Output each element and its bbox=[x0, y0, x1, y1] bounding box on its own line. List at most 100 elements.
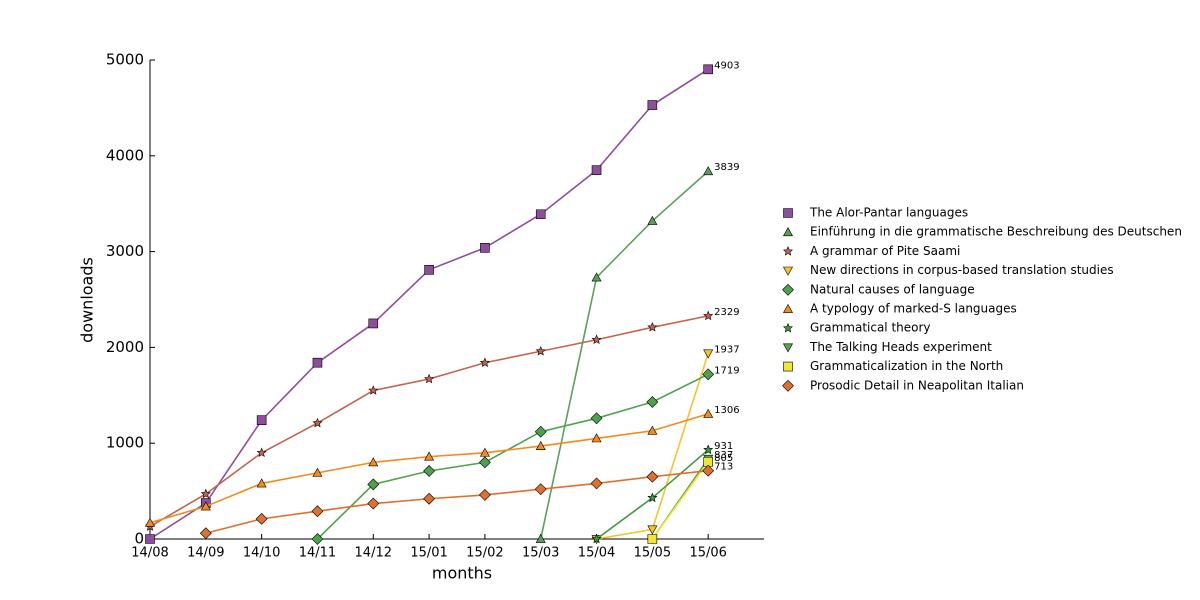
value-label: 1306 bbox=[714, 405, 739, 416]
marker bbox=[534, 483, 547, 496]
x-tick-label: 14/12 bbox=[355, 546, 392, 561]
marker bbox=[646, 396, 659, 408]
marker bbox=[703, 166, 714, 176]
marker bbox=[312, 467, 323, 477]
marker bbox=[256, 415, 267, 426]
marker bbox=[647, 215, 658, 225]
value-label: 713 bbox=[714, 462, 733, 473]
marker bbox=[312, 357, 323, 368]
marker bbox=[647, 525, 658, 535]
y-axis-label: downloads bbox=[78, 257, 97, 343]
value-label: 1937 bbox=[714, 344, 739, 355]
marker bbox=[311, 505, 324, 518]
marker bbox=[591, 334, 602, 345]
x-tick-label: 15/01 bbox=[410, 546, 447, 561]
marker bbox=[702, 464, 715, 477]
marker bbox=[535, 533, 546, 543]
marker bbox=[703, 349, 714, 359]
value-label: 837 bbox=[714, 450, 733, 461]
value-label: 1719 bbox=[714, 365, 739, 376]
marker bbox=[424, 451, 435, 461]
legend-marker bbox=[782, 343, 794, 353]
marker bbox=[535, 440, 546, 450]
legend-label: The Alor-Pantar languages bbox=[809, 206, 968, 220]
series-line bbox=[539, 170, 709, 540]
x-tick-label: 14/08 bbox=[131, 546, 168, 561]
x-axis-label: months bbox=[432, 564, 492, 583]
marker bbox=[479, 447, 490, 457]
marker bbox=[590, 477, 603, 490]
marker bbox=[590, 412, 603, 425]
legend-marker bbox=[782, 322, 794, 333]
marker bbox=[534, 425, 547, 438]
marker bbox=[647, 492, 658, 503]
legend-label: New directions in corpus-based translati… bbox=[810, 263, 1114, 277]
x-tick-label: 14/09 bbox=[187, 546, 224, 561]
x-tick-label: 15/05 bbox=[634, 546, 671, 561]
legend-marker bbox=[782, 246, 794, 256]
x-tick-label: 15/06 bbox=[689, 546, 726, 561]
value-label: 4903 bbox=[714, 60, 739, 71]
legend-marker bbox=[783, 208, 793, 218]
legend-marker bbox=[782, 227, 794, 237]
legend-label: Grammatical theory bbox=[810, 321, 931, 335]
value-label: 2329 bbox=[714, 307, 739, 318]
legend-label: A grammar of Pite Saami bbox=[810, 244, 960, 258]
marker bbox=[535, 345, 546, 356]
marker bbox=[535, 209, 546, 220]
x-tick-label: 15/02 bbox=[466, 546, 503, 561]
legend-marker bbox=[782, 379, 794, 392]
y-tick-label: 3000 bbox=[106, 242, 144, 260]
legend-label: Natural causes of language bbox=[810, 282, 975, 296]
marker bbox=[145, 534, 155, 544]
marker bbox=[703, 310, 714, 321]
legend-label: Prosodic Detail in Neapolitan Italian bbox=[810, 378, 1024, 392]
legend-label: A typology of marked-S languages bbox=[810, 302, 1017, 316]
legend-label: Grammaticalization in the North bbox=[810, 359, 1003, 373]
marker bbox=[703, 64, 713, 75]
legend-marker bbox=[783, 361, 793, 372]
legend-marker bbox=[782, 266, 794, 276]
legend-label: The Talking Heads experiment bbox=[809, 340, 992, 354]
series-line bbox=[596, 353, 709, 540]
marker bbox=[702, 368, 715, 381]
marker bbox=[368, 385, 379, 395]
marker bbox=[368, 318, 379, 329]
marker bbox=[591, 433, 602, 443]
marker bbox=[423, 465, 436, 477]
marker bbox=[478, 489, 491, 501]
marker bbox=[703, 408, 714, 418]
y-tick-label: 5000 bbox=[106, 51, 144, 69]
marker bbox=[647, 534, 658, 544]
marker bbox=[144, 517, 156, 527]
marker bbox=[312, 417, 323, 428]
marker bbox=[591, 272, 602, 282]
marker bbox=[703, 457, 713, 467]
marker bbox=[368, 457, 379, 467]
marker bbox=[647, 321, 658, 332]
marker bbox=[311, 533, 324, 545]
marker bbox=[480, 242, 490, 253]
marker bbox=[367, 497, 380, 510]
legend-label: Einführung in die grammatische Beschreib… bbox=[810, 225, 1182, 239]
marker bbox=[256, 447, 267, 458]
legend-marker bbox=[782, 303, 794, 313]
marker bbox=[367, 478, 380, 491]
marker bbox=[200, 488, 211, 499]
value-label: 805 bbox=[714, 453, 733, 464]
marker bbox=[479, 357, 490, 368]
y-tick-label: 4000 bbox=[106, 146, 144, 164]
series-line bbox=[651, 461, 709, 540]
y-tick-label: 1000 bbox=[106, 434, 144, 452]
marker bbox=[256, 478, 267, 488]
value-label: 931 bbox=[714, 441, 733, 452]
x-tick-label: 15/04 bbox=[578, 546, 615, 561]
marker bbox=[200, 501, 211, 511]
x-tick-label: 15/03 bbox=[522, 546, 559, 561]
x-tick-label: 14/11 bbox=[299, 546, 336, 561]
marker bbox=[647, 100, 658, 110]
y-tick-label: 2000 bbox=[106, 338, 144, 356]
marker bbox=[424, 265, 434, 275]
marker bbox=[199, 527, 212, 540]
